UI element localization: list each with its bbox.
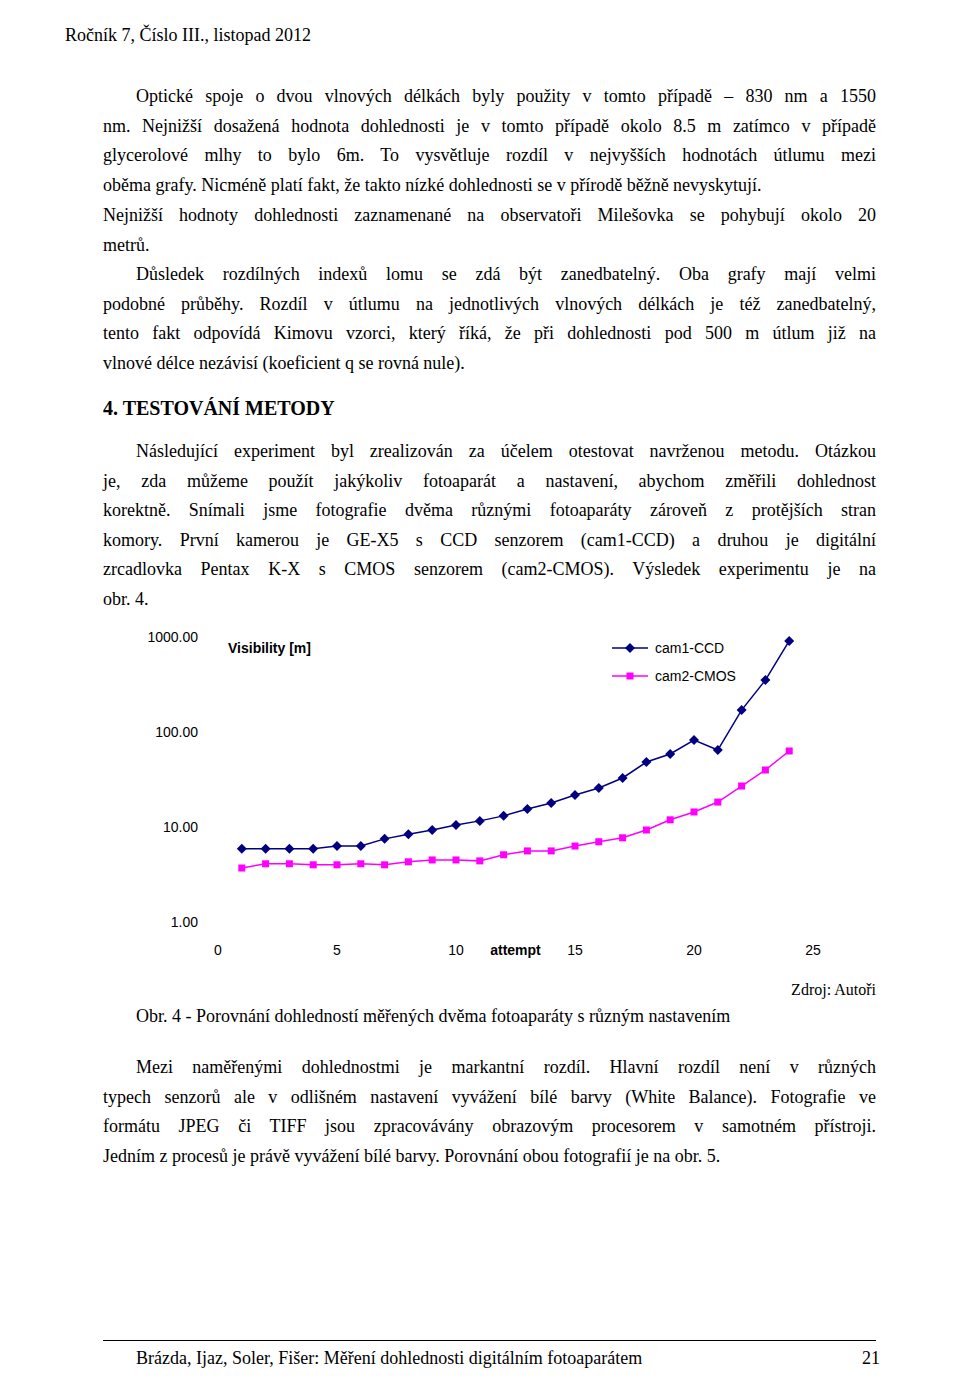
series-line <box>242 641 789 849</box>
source-note: Zdroj: Autoři <box>791 977 876 1003</box>
text-line: nm. Nejnižší dosažená hodnota dohlednost… <box>103 112 876 142</box>
data-point <box>572 843 579 850</box>
data-point <box>762 767 769 774</box>
data-point <box>548 847 555 854</box>
data-point <box>500 851 507 858</box>
data-point <box>522 804 532 814</box>
data-point <box>691 808 698 815</box>
data-point <box>738 783 745 790</box>
text-line: typech senzorů ale v odlišném nastavení … <box>103 1083 876 1113</box>
data-point <box>405 858 412 865</box>
data-point <box>261 844 271 854</box>
x-tick-label: 5 <box>333 942 341 958</box>
data-point <box>310 861 317 868</box>
chart: 1.00 10.00 100.00 1000.00 0 5 10 15 20 25 attempt V… <box>0 600 960 1000</box>
data-point <box>262 860 269 867</box>
data-point <box>784 636 794 646</box>
data-point <box>427 825 437 835</box>
text-line: vlnové délce nezávisí (koeficient q se r… <box>103 349 876 379</box>
y-tick-label: 1000.00 <box>147 629 198 645</box>
data-point <box>238 865 245 872</box>
data-point <box>594 783 604 793</box>
data-point <box>665 749 675 759</box>
y-tick-label: 10.00 <box>163 819 198 835</box>
y-axis-label: Visibility [m] <box>228 640 311 656</box>
data-point <box>643 826 650 833</box>
x-tick-label: 25 <box>805 942 821 958</box>
data-point <box>619 834 626 841</box>
data-point <box>286 860 293 867</box>
data-point <box>403 829 413 839</box>
page-number: 21 <box>862 1345 880 1371</box>
text-line: obr. 4. <box>103 585 876 615</box>
data-point <box>356 841 366 851</box>
data-point <box>595 838 602 845</box>
plot-area <box>237 636 794 872</box>
text-line: Mezi naměřenými dohlednostmi je markantn… <box>136 1053 876 1083</box>
x-axis-label: attempt <box>490 942 541 958</box>
data-point <box>357 860 364 867</box>
data-point <box>284 844 294 854</box>
text-line: zrcadlovka Pentax K-X s CMOS senzorem (c… <box>103 555 876 585</box>
data-point <box>737 705 747 715</box>
x-tick-label: 10 <box>448 942 464 958</box>
data-point <box>453 856 460 863</box>
legend-label: cam2-CMOS <box>655 668 736 684</box>
page-header: Ročník 7, Číslo III., listopad 2012 <box>65 22 311 48</box>
data-point <box>381 861 388 868</box>
text-line: tento fakt odpovídá Kimovu vzorci, který… <box>103 319 876 349</box>
data-point <box>786 747 793 754</box>
data-point <box>237 844 247 854</box>
x-tick-label: 15 <box>567 942 583 958</box>
data-point <box>546 798 556 808</box>
data-point <box>714 799 721 806</box>
data-point <box>475 816 485 826</box>
data-point <box>334 861 341 868</box>
text-line: Jedním z procesů je právě vyvážení bílé … <box>103 1142 876 1172</box>
text-line: Důsledek rozdílných indexů lomu se zdá b… <box>136 260 876 290</box>
figure-caption: Obr. 4 - Porovnání dohledností měřených … <box>136 1002 730 1030</box>
legend-marker <box>625 643 635 653</box>
text-line: metrů. <box>103 231 876 261</box>
text-line: komory. První kamerou je GE-X5 s CCD sen… <box>103 526 876 556</box>
data-point <box>499 811 509 821</box>
data-point <box>524 847 531 854</box>
text-line: formátu JPEG či TIFF jsou zpracovávány o… <box>103 1112 876 1142</box>
text-line: korektně. Snímali jsme fotografie dvěma … <box>103 496 876 526</box>
data-point <box>760 675 770 685</box>
text-line: oběma grafy. Nicméně platí fakt, že takt… <box>103 171 876 201</box>
text-line: Optické spoje o dvou vlnových délkách by… <box>136 82 876 112</box>
data-point <box>618 773 628 783</box>
legend-label: cam1-CCD <box>655 640 724 656</box>
series-line <box>242 751 789 868</box>
data-point <box>332 841 342 851</box>
data-point <box>451 820 461 830</box>
x-tick-label: 0 <box>214 942 222 958</box>
data-point <box>713 745 723 755</box>
text-line: Následující experiment byl zrealizován z… <box>136 437 876 467</box>
text-line: je, zda můžeme použít jakýkoliv fotoapar… <box>103 467 876 497</box>
footer-rule <box>103 1340 876 1341</box>
data-point <box>380 834 390 844</box>
section-heading: 4. TESTOVÁNÍ METODY <box>103 394 335 422</box>
data-point <box>667 816 674 823</box>
data-point <box>308 844 318 854</box>
text-line: Nejnižší hodnoty dohlednosti zaznamenané… <box>103 201 876 231</box>
data-point <box>476 857 483 864</box>
text-line: podobné průběhy. Rozdíl v útlumu na jedn… <box>103 290 876 320</box>
data-point <box>429 856 436 863</box>
data-point <box>689 735 699 745</box>
y-tick-label: 100.00 <box>155 724 198 740</box>
y-tick-label: 1.00 <box>171 914 198 930</box>
data-point <box>641 757 651 767</box>
footer-text: Brázda, Ijaz, Soler, Fišer: Měření dohle… <box>136 1345 642 1371</box>
legend-marker <box>627 673 634 680</box>
data-point <box>570 790 580 800</box>
x-tick-label: 20 <box>686 942 702 958</box>
text-line: glycerolové mlhy to bylo 6m. To vysvětlu… <box>103 141 876 171</box>
